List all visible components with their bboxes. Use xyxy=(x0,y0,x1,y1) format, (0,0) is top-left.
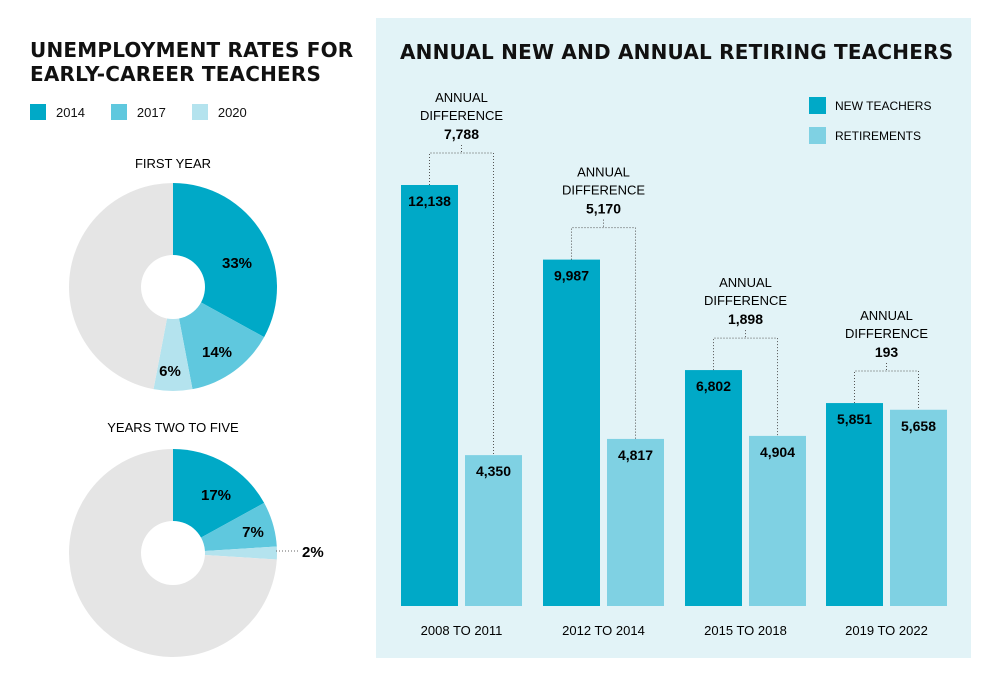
bars: 12,138 4,350 2008 TO 2011 ANNUAL DIFFERENCE 7… xyxy=(401,90,947,638)
annotation-3-line3: 193 xyxy=(875,344,899,360)
pie1-title: FIRST YEAR xyxy=(135,156,211,171)
legend-swatch-retirements xyxy=(809,127,826,144)
pie1-slice-2017 xyxy=(173,287,265,390)
bar-label-new-2: 6,802 xyxy=(696,378,731,394)
pie2-label-2017: 7% xyxy=(242,524,264,541)
pie1: 33% 14% 6% xyxy=(68,183,278,392)
pie2-hole xyxy=(141,521,205,585)
bar-new-3 xyxy=(826,403,883,606)
bar-label-retire-3: 5,658 xyxy=(901,418,936,434)
pie1-hole xyxy=(141,255,205,319)
difference-bracket-0 xyxy=(429,152,494,456)
bar-label-retire-1: 4,817 xyxy=(618,447,653,463)
annotation-3-line1: ANNUAL xyxy=(860,308,913,323)
difference-bracket-1 xyxy=(571,227,636,439)
legend-item-2020: 2020 xyxy=(191,104,247,120)
bar-label-retire-0: 4,350 xyxy=(476,463,511,479)
right-chart-title: ANNUAL NEW AND ANNUAL RETIRING TEACHERS xyxy=(400,40,954,64)
pie1-slice-2020 xyxy=(153,287,193,392)
category-label-2: 2015 TO 2018 xyxy=(704,623,787,638)
bar-label-retire-2: 4,904 xyxy=(760,444,795,460)
legend-label-retirements: RETIREMENTS xyxy=(835,129,921,143)
annotation-1-line3: 5,170 xyxy=(586,201,621,217)
annotation-2-line1: ANNUAL xyxy=(719,275,772,290)
category-label-0: 2008 TO 2011 xyxy=(421,623,503,638)
legend-label-2014: 2014 xyxy=(56,104,85,120)
bar-label-new-0: 12,138 xyxy=(408,193,451,209)
category-label-1: 2012 TO 2014 xyxy=(562,623,645,638)
pie2: 17% 7% 2% xyxy=(69,449,324,658)
bar-new-1 xyxy=(543,259,600,606)
annotation-3-line2: DIFFERENCE xyxy=(845,326,928,341)
bar-label-new-3: 5,851 xyxy=(837,411,872,427)
bar-new-2 xyxy=(685,370,742,606)
bar-label-new-1: 9,987 xyxy=(554,268,589,284)
bar-retire-3 xyxy=(890,409,947,606)
annotation-2-line2: DIFFERENCE xyxy=(704,293,787,308)
annotation-1-line1: ANNUAL xyxy=(577,165,630,180)
bar-retire-2 xyxy=(749,435,806,606)
pie2-label-2014: 17% xyxy=(201,487,231,504)
pie2-slice-2014 xyxy=(173,449,265,553)
legend-item-2014: 2014 xyxy=(30,104,85,120)
left-title-line2: EARLY-CAREER TEACHERS xyxy=(30,62,322,86)
pie-legend: 2014 2017 2020 xyxy=(30,104,247,120)
annotation-0-line3: 7,788 xyxy=(444,126,479,142)
legend-label-new-teachers: NEW TEACHERS xyxy=(835,99,931,113)
left-chart-title: UNEMPLOYMENT RATES FOR EARLY-CAREER TEAC… xyxy=(30,38,370,86)
pie1-label-2020: 6% xyxy=(159,363,181,380)
annotation-2-line3: 1,898 xyxy=(728,311,763,327)
bar-legend: NEW TEACHERS RETIREMENTS xyxy=(809,97,931,144)
pie1-label-2017: 14% xyxy=(202,344,232,361)
left-title-line1: UNEMPLOYMENT RATES FOR xyxy=(30,38,354,62)
annotation-0-line2: DIFFERENCE xyxy=(420,108,503,123)
legend-swatch-2020 xyxy=(191,104,208,120)
difference-bracket-3 xyxy=(854,370,919,410)
annotation-1-line2: DIFFERENCE xyxy=(562,183,645,198)
pie1-label-2014: 33% xyxy=(222,255,252,272)
annotation-0-line1: ANNUAL xyxy=(435,90,488,105)
category-label-3: 2019 TO 2022 xyxy=(845,623,928,638)
legend-swatch-2014 xyxy=(30,104,46,120)
bar-retire-1 xyxy=(607,438,664,606)
legend-item-2017: 2017 xyxy=(110,104,166,120)
pie1-slice-remainder xyxy=(68,183,173,390)
legend-label-2020: 2020 xyxy=(217,104,247,120)
pie2-label-2020: 2% xyxy=(302,544,324,561)
legend-label-2017: 2017 xyxy=(136,104,166,120)
legend-swatch-2017 xyxy=(110,104,127,120)
bar-retire-0 xyxy=(465,455,522,606)
legend-swatch-new-teachers xyxy=(809,97,826,114)
pie2-title: YEARS TWO TO FIVE xyxy=(107,420,239,435)
pie2-slice-2020 xyxy=(173,546,277,560)
bar-new-0 xyxy=(401,185,458,606)
difference-bracket-2 xyxy=(713,337,778,436)
